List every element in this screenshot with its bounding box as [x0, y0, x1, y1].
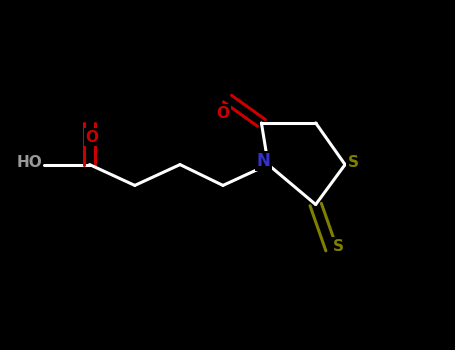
Text: S: S [348, 155, 359, 170]
Text: O: O [217, 106, 229, 120]
Text: O: O [86, 130, 98, 145]
Text: N: N [257, 152, 271, 170]
Text: S: S [333, 239, 344, 254]
Text: HO: HO [16, 155, 42, 170]
